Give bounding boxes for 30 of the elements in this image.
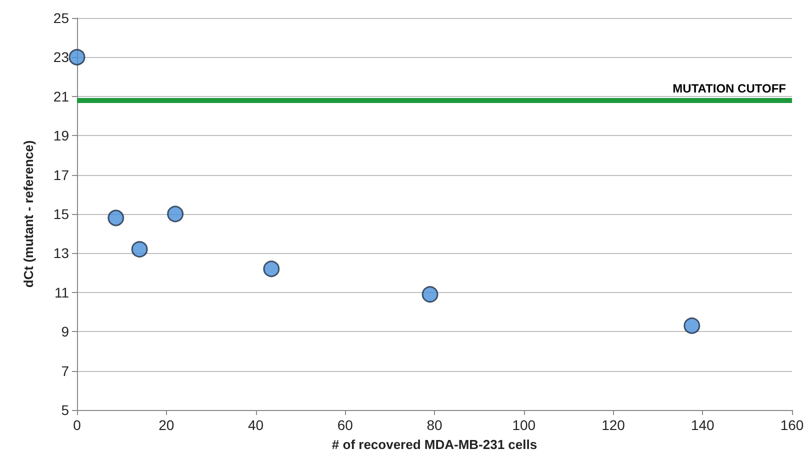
x-axis-title: # of recovered MDA-MB-231 cells [332,437,538,452]
point [68,48,86,66]
x-tick-label: 40 [248,417,264,433]
x-tick-label: 100 [512,417,536,433]
y-axis-title: dCt (mutant - reference) [21,140,36,288]
point [263,260,280,278]
x-tick-label: 140 [690,417,715,433]
y-tick-label: 11 [54,284,70,300]
y-tick-label: 23 [53,49,70,66]
y-tick-label: 5 [61,402,70,418]
point [684,317,700,334]
x-tick-label: 160 [780,417,804,433]
y-tick-label: 25 [53,10,70,26]
point [422,286,438,303]
y-tick-label: 17 [53,166,70,183]
point [108,210,124,226]
x-tick-label: 0 [73,417,82,433]
x-tick-label: 120 [602,417,626,433]
point [131,241,148,258]
y-tick-label: 19 [53,128,70,144]
ref-line-label: MUTATION CUTOFF [672,81,786,96]
y-tick-label: 15 [53,206,70,222]
y-tick-label: 9 [61,324,70,340]
y-tick-label: 21 [53,88,70,104]
x-tick-label: 80 [426,417,442,433]
y-tick-label: 13 [53,245,70,262]
y-tick-label: 7 [61,362,70,379]
point [167,206,184,222]
x-tick-label: 60 [337,417,354,433]
x-tick-label: 20 [158,417,174,433]
